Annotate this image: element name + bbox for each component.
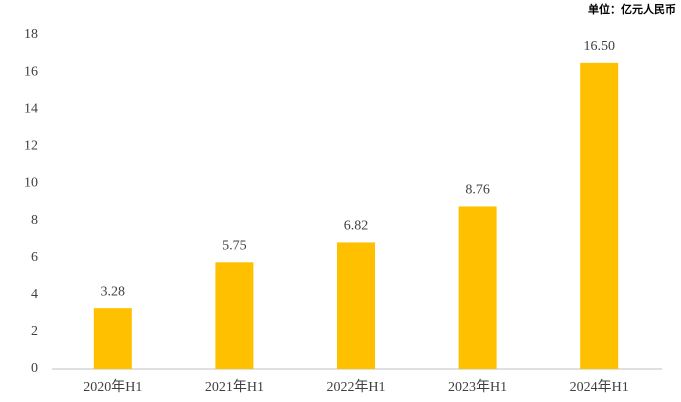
value-label: 6.82 [344, 219, 369, 234]
bar [215, 262, 254, 369]
bar [337, 242, 375, 369]
y-tick-label: 8 [31, 213, 38, 228]
y-tick-label: 16 [24, 64, 38, 79]
bar [458, 206, 497, 369]
y-tick-label: 0 [31, 361, 38, 376]
value-label: 3.28 [101, 284, 126, 299]
y-tick-label: 10 [24, 176, 38, 191]
x-tick-label: 2021年H1 [205, 379, 264, 395]
y-tick-label: 4 [31, 287, 38, 302]
value-label: 16.50 [583, 39, 615, 54]
y-tick-label: 14 [24, 101, 38, 116]
y-tick-label: 18 [24, 27, 38, 42]
y-tick-label: 12 [24, 139, 38, 154]
value-label: 8.76 [465, 183, 490, 198]
x-tick-label: 2022年H1 [326, 379, 385, 395]
bar [580, 62, 619, 369]
unit-annotation: 单位：亿元人民币 [588, 2, 676, 16]
y-tick-label: 2 [31, 324, 38, 339]
x-tick-label: 2020年H1 [83, 379, 142, 395]
y-tick-label: 6 [31, 250, 38, 265]
value-label: 5.75 [222, 239, 247, 254]
x-tick-label: 2023年H1 [448, 379, 507, 395]
bar [93, 308, 132, 369]
x-tick-label: 2024年H1 [570, 379, 629, 395]
